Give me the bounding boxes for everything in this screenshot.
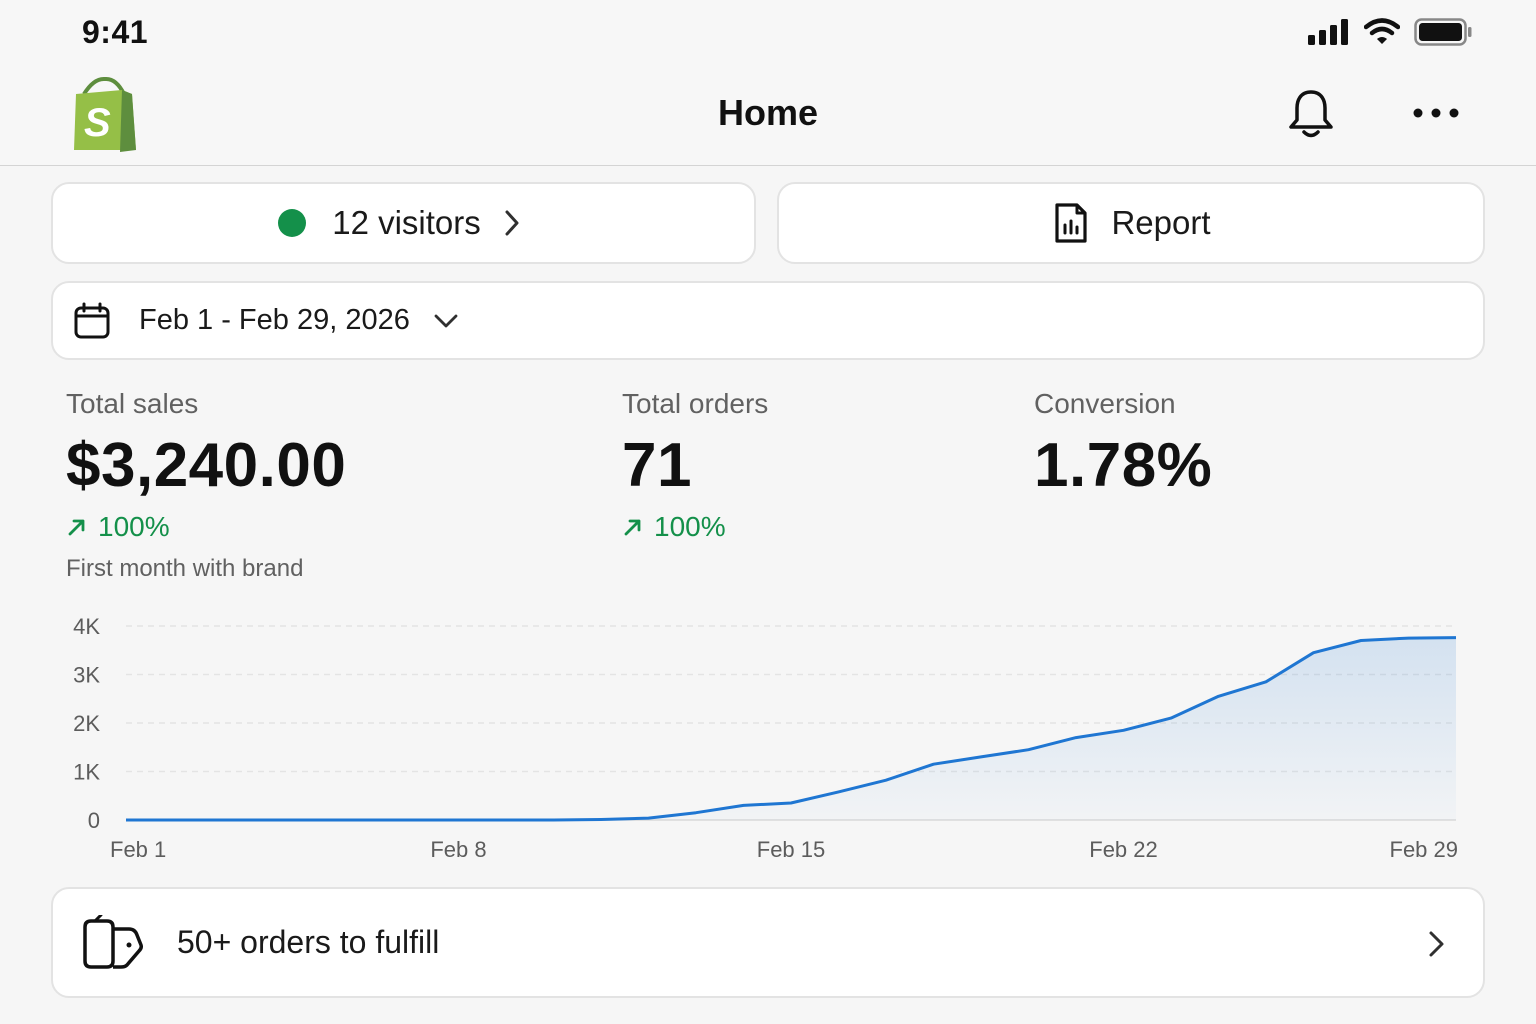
report-document-icon (1055, 203, 1088, 243)
total-orders-change: 100% (622, 511, 768, 543)
live-visitors-button[interactable]: 12 visitors (51, 182, 756, 264)
orders-to-fulfill-button[interactable]: 50+ orders to fulfill (51, 887, 1485, 998)
sales-data-point (1121, 727, 1127, 733)
sales-data-point (456, 817, 462, 823)
status-icons (1308, 18, 1472, 46)
notification-bell-icon[interactable] (1286, 86, 1336, 140)
y-tick-label: 1K (73, 760, 100, 785)
sales-data-point (1216, 693, 1222, 699)
sales-data-point (646, 815, 652, 821)
more-options-icon[interactable] (1410, 98, 1462, 128)
total-sales-value: $3,240.00 (66, 431, 347, 500)
total-orders-value: 71 (622, 431, 692, 500)
arrow-up-right-icon (68, 519, 85, 536)
cellular-signal-icon (1308, 19, 1348, 45)
orders-to-fulfill-label: 50+ orders to fulfill (177, 924, 440, 960)
sales-data-point (1311, 650, 1317, 656)
total-sales-note: First month with brand (66, 555, 304, 582)
battery-icon (1414, 18, 1472, 46)
shopify-logo-icon[interactable]: S (70, 74, 140, 154)
sales-data-point (1168, 715, 1174, 721)
sales-data-point (883, 777, 889, 783)
report-label: Report (1111, 204, 1211, 241)
sales-data-point (693, 810, 699, 816)
sales-data-point (361, 817, 367, 823)
sales-data-point (1406, 635, 1412, 641)
chevron-right-icon (505, 210, 519, 236)
conversion-label: Conversion (1034, 388, 1176, 419)
total-sales-change-value: 100% (98, 511, 170, 542)
report-button[interactable]: Report (777, 182, 1485, 264)
sales-data-point (218, 817, 224, 823)
x-tick-label: Feb 22 (1089, 837, 1158, 862)
total-sales-label: Total sales (66, 388, 199, 419)
total-orders-label: Total orders (622, 388, 769, 419)
wifi-icon (1364, 18, 1400, 44)
sales-data-point (788, 800, 794, 806)
x-tick-label: Feb 29 (1390, 837, 1459, 862)
chevron-right-icon (1429, 931, 1444, 957)
conversion-metric[interactable]: Conversion 1.78% (1034, 388, 1212, 501)
total-orders-change-value: 100% (654, 511, 726, 542)
sales-data-point (1026, 747, 1032, 753)
status-bar: 9:41 (0, 0, 1536, 66)
sales-data-point (313, 817, 319, 823)
chevron-down-icon (434, 314, 458, 327)
y-tick-label: 2K (73, 711, 100, 736)
arrow-up-right-icon (624, 519, 641, 536)
y-tick-label: 3K (73, 663, 100, 688)
sales-data-point (1453, 635, 1459, 641)
sales-data-point (1073, 735, 1079, 741)
calendar-icon (74, 302, 110, 338)
date-range-picker[interactable]: Feb 1 - Feb 29, 2026 (51, 281, 1485, 360)
sales-data-point (836, 789, 842, 795)
date-range-label: Feb 1 - Feb 29, 2026 (139, 304, 410, 336)
sales-data-point (123, 817, 129, 823)
live-indicator-dot (278, 209, 307, 237)
conversion-value: 1.78% (1034, 431, 1213, 500)
sales-data-point (741, 802, 747, 808)
sales-chart: 4K 3K 2K 1K 0 Feb 1 Feb 8 Feb 15 Feb 22 Feb 29 (73, 614, 1459, 862)
total-sales-metric[interactable]: Total sales $3,240.00 100% First month w… (66, 388, 346, 583)
sales-data-point (551, 817, 557, 823)
sales-series-line (126, 636, 1457, 822)
total-sales-change: 100% (66, 511, 346, 543)
x-tick-label: Feb 8 (430, 837, 486, 862)
sales-data-point (598, 817, 604, 823)
sales-data-point (978, 754, 984, 760)
sales-data-point (1358, 638, 1364, 644)
sales-data-point (171, 817, 177, 823)
total-orders-metric[interactable]: Total orders 71 100% (622, 388, 768, 543)
sales-data-point (503, 817, 509, 823)
nav-bar: S Home (0, 66, 1536, 166)
svg-text:S: S (84, 101, 111, 145)
sales-data-point (931, 761, 937, 767)
visitors-label: 12 visitors (332, 204, 481, 241)
orders-tag-icon (83, 914, 143, 969)
status-time: 9:41 (82, 14, 149, 50)
sales-data-point (408, 817, 414, 823)
page-title: Home (717, 92, 819, 133)
y-tick-label: 4K (73, 614, 100, 639)
x-tick-label: Feb 1 (110, 837, 166, 862)
sales-data-point (1263, 679, 1269, 685)
sales-data-point (266, 817, 272, 823)
y-tick-label: 0 (88, 808, 100, 833)
sales-area-fill (126, 637, 1456, 820)
x-tick-label: Feb 15 (757, 837, 826, 862)
